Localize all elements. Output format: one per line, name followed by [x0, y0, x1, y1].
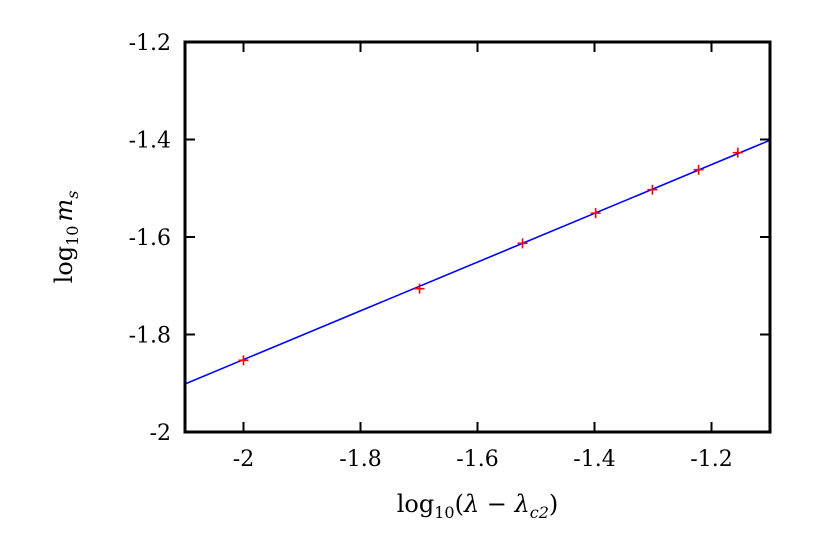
x-label-lambda: λ	[463, 490, 479, 518]
tick-labels: -2 -1.8 -1.6 -1.4 -1.2 -2 -1.8 -1.6 -1.4 -1.2	[129, 31, 733, 472]
x-tick-label: -2	[233, 447, 254, 472]
fit-line	[184, 139, 771, 385]
x-label-minus: −	[479, 490, 514, 518]
data-point	[590, 208, 601, 219]
data-point	[647, 184, 658, 195]
y-tick-label: -2	[150, 421, 171, 446]
x-label-close: )	[549, 490, 558, 518]
y-label-log: log	[50, 246, 78, 284]
y-label-varsub: s	[63, 191, 82, 199]
x-axis-label: log10(λ − λc2)	[397, 490, 559, 522]
y-tick-label: -1.8	[129, 324, 171, 349]
data-point	[732, 147, 743, 158]
y-label-var: m	[50, 199, 78, 222]
y-tick-label: -1.2	[129, 31, 171, 56]
x-label-lambda2: λ	[514, 490, 530, 518]
y-axis-label: log10 ms	[50, 191, 82, 284]
x-label-log: log	[397, 490, 435, 518]
data-point	[238, 355, 249, 366]
x-tick-label: -1.8	[339, 447, 381, 472]
y-tick-label: -1.4	[129, 129, 171, 154]
plot-frame	[183, 40, 772, 434]
y-tick-label: -1.6	[129, 226, 171, 251]
axis-ticks	[185, 41, 770, 433]
x-tick-label: -1.4	[573, 447, 615, 472]
y-label-sub: 10	[63, 226, 82, 246]
x-label-sub2: c2	[530, 503, 549, 522]
data-point	[414, 283, 425, 294]
data-point	[517, 238, 528, 249]
x-tick-label: -1.6	[456, 447, 498, 472]
fit-line-group	[184, 139, 771, 385]
data-point	[693, 164, 704, 175]
data-points	[238, 147, 743, 366]
x-tick-label: -1.2	[690, 447, 732, 472]
x-label-sub: 10	[434, 503, 454, 522]
x-label-open: (	[455, 490, 464, 518]
